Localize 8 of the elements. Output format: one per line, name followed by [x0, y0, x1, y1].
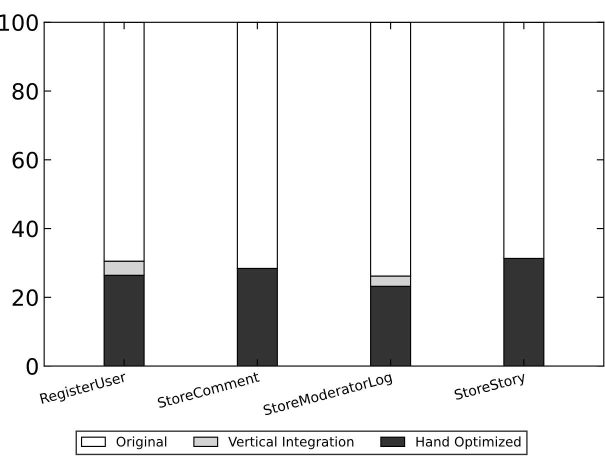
y-tick-label: 80	[12, 82, 38, 100]
y-tick-label: 20	[12, 289, 38, 306]
legend-label: Original	[116, 436, 166, 450]
legend-label: Vertical Integration	[228, 436, 354, 450]
y-tick-label: 0	[26, 358, 38, 375]
y-tick-label: 60	[12, 152, 38, 169]
y-tick-label: 40	[12, 220, 38, 238]
legend-label: Hand Optimized	[416, 436, 520, 450]
